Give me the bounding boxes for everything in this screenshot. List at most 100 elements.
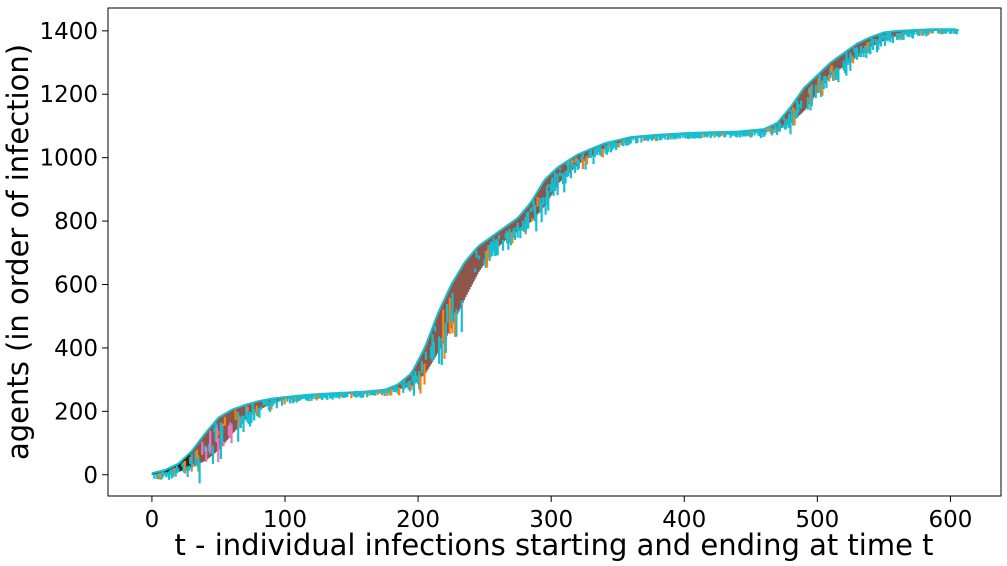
infection-streak (845, 52, 848, 66)
infection-streak (950, 29, 953, 34)
infection-streak (899, 33, 903, 39)
infection-streak (567, 163, 570, 177)
infection-streak (702, 132, 706, 138)
infection-streak (215, 427, 218, 443)
y-tick-label: 0 (83, 463, 98, 489)
infection-streak (487, 245, 490, 249)
infection-streak (875, 41, 879, 53)
infection-streak (214, 422, 217, 442)
infection-streak (382, 390, 385, 394)
infection-streak (259, 406, 262, 411)
infection-streak (326, 394, 329, 401)
infection-streak (821, 80, 824, 96)
infection-streak (359, 392, 362, 398)
infection-band-segment (826, 66, 829, 80)
infection-streak (384, 390, 388, 394)
infection-streak (845, 63, 848, 76)
infection-streak (278, 399, 281, 402)
infection-streak (809, 86, 812, 104)
infection-streak (883, 38, 887, 46)
infection-band-segment (847, 50, 850, 63)
infection-streak (611, 142, 614, 151)
infection-band-segment (899, 30, 902, 35)
infection-streak (881, 33, 884, 40)
infection-streak (646, 136, 650, 141)
infection-band-segment (515, 219, 517, 233)
infection-band-segment (461, 266, 464, 303)
infection-band-segment (254, 402, 257, 413)
infection-band-segment (521, 213, 524, 228)
infection-streak (170, 471, 173, 479)
infection-streak (320, 394, 324, 400)
infection-streak (945, 29, 948, 34)
infection-streak (729, 132, 732, 138)
infection-streak (291, 397, 294, 404)
infection-band-segment (783, 114, 786, 126)
infection-streak (810, 84, 813, 102)
infection-streak (374, 390, 377, 396)
infection-streak (376, 390, 380, 395)
infection-streak (222, 423, 225, 427)
infection-streak (604, 144, 607, 154)
infection-streak (689, 133, 692, 138)
infection-streak (686, 133, 690, 139)
infection-band-segment (821, 71, 824, 87)
infection-streak (497, 234, 501, 239)
infection-streak (623, 139, 626, 144)
infection-band-segment (435, 320, 438, 356)
infection-streak (942, 29, 945, 34)
infection-band-segment (825, 67, 828, 82)
infection-streak (243, 418, 246, 421)
infection-band-segment (199, 440, 202, 464)
infection-streak (177, 468, 180, 473)
infection-streak (789, 121, 792, 135)
infection-band-segment (771, 125, 774, 131)
infection-streak (790, 110, 793, 123)
infection-streak (552, 183, 555, 196)
infection-band-segment (423, 350, 426, 375)
y-tick-label: 1200 (39, 82, 98, 108)
infection-streak (222, 441, 225, 447)
infection-streak (511, 232, 514, 244)
infection-streak (905, 31, 908, 36)
infection-streak (507, 234, 510, 250)
infection-streak (403, 380, 406, 389)
infection-streak (155, 473, 159, 479)
infection-streak (818, 75, 821, 93)
infection-streak (487, 247, 490, 259)
infection-streak (573, 164, 576, 173)
infection-streak (520, 226, 523, 231)
infection-streak (937, 29, 940, 34)
infection-streak (303, 395, 306, 399)
infection-streak (901, 31, 904, 40)
infection-band-segment (602, 143, 605, 149)
infection-streak (929, 29, 932, 33)
infection-streak (891, 35, 895, 44)
infection-streak (666, 134, 670, 140)
infection-band-segment (529, 203, 532, 223)
infection-streak (388, 389, 392, 396)
infection-band-segment (586, 150, 589, 159)
infection-band-segment (841, 54, 844, 68)
infection-streak (765, 128, 768, 133)
infection-streak (654, 135, 658, 142)
infection-streak (290, 396, 293, 400)
infection-streak (355, 392, 358, 398)
infection-streak (615, 142, 618, 151)
infection-streak (835, 68, 839, 80)
infection-streak (568, 160, 571, 167)
infection-streak (581, 153, 584, 158)
infection-streak (194, 451, 197, 467)
infection-streak (669, 134, 672, 138)
infection-streak (187, 465, 191, 471)
infection-streak (371, 391, 374, 396)
infection-streak (239, 418, 242, 428)
infection-streak (700, 132, 703, 139)
infection-band-segment (617, 140, 620, 144)
infection-streak (419, 375, 422, 394)
infection-streak (738, 131, 742, 138)
infection-streak (431, 334, 434, 361)
infection-streak (477, 255, 481, 260)
infection-band-segment (761, 129, 764, 132)
infection-streak (513, 230, 517, 240)
